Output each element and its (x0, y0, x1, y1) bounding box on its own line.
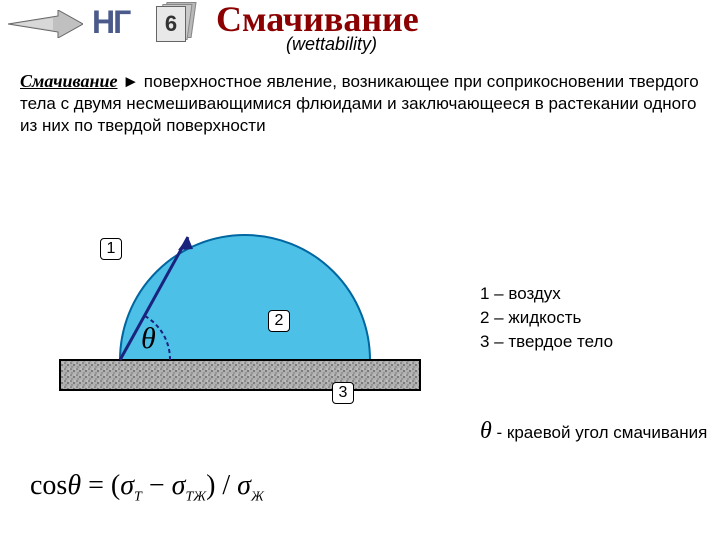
svg-text:θ: θ (141, 322, 156, 355)
wettability-diagram: θ 1 2 3 (40, 230, 440, 420)
theta-symbol: θ (480, 418, 492, 444)
legend-line-1: 1 – воздух (480, 282, 613, 306)
formula-cos: cos (30, 470, 67, 501)
page-subtitle: (wettability) (286, 34, 377, 55)
formula-sigma1: σ (120, 470, 134, 501)
formula-paren: ) / (206, 470, 237, 501)
definition-paragraph: Смачивание ► поверхностное явление, возн… (20, 70, 700, 138)
formula-sigma2: σ (172, 470, 186, 501)
formula: cosθ = (σТ − σТЖ) / σЖ (30, 470, 264, 506)
legend-line-3: 3 – твердое тело (480, 330, 613, 354)
diagram-label-3: 3 (332, 382, 354, 404)
legend-line-2: 2 – жидкость (480, 306, 613, 330)
formula-sub-tzh: ТЖ (185, 490, 206, 505)
formula-sub-t: Т (134, 490, 142, 505)
diagram-label-1: 1 (100, 238, 122, 260)
theta-definition: θ - краевой угол смачивания смачивания (480, 418, 707, 445)
page-number-badge: 6 (152, 2, 206, 44)
header-bar: НГ 6 Смачивание (wettability) (0, 0, 720, 48)
definition-term: Смачивание (20, 71, 117, 91)
formula-minus: − (142, 470, 172, 501)
theta-text: - краевой угол смачивания (497, 423, 708, 442)
arrow-logo-icon (8, 10, 83, 38)
formula-eq: = ( (81, 470, 120, 501)
formula-sub-zh: Ж (251, 490, 264, 505)
badge-number: 6 (156, 6, 186, 42)
ng-label: НГ (92, 4, 129, 41)
definition-marker: ► (122, 72, 139, 91)
formula-theta: θ (67, 470, 81, 501)
diagram-label-2: 2 (268, 310, 290, 332)
diagram-legend: 1 – воздух 2 – жидкость 3 – твердое тело (480, 282, 613, 353)
formula-sigma3: σ (237, 470, 251, 501)
